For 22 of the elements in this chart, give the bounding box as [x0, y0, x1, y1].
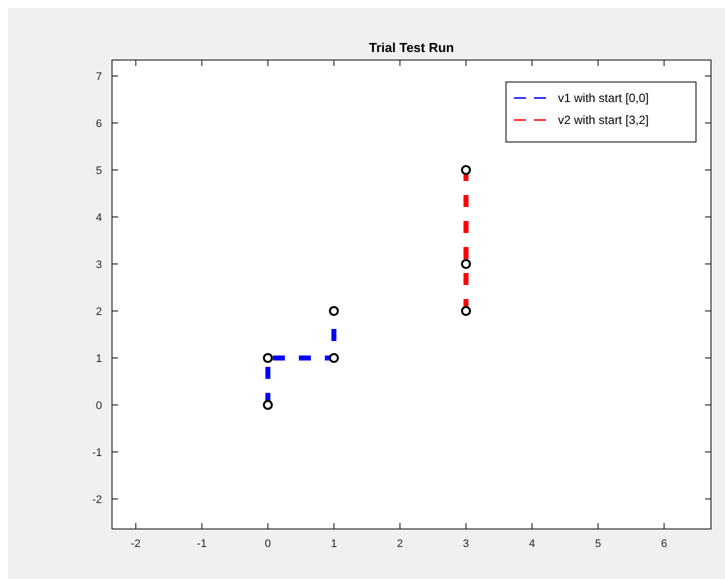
x-tick-label: -1 [196, 538, 207, 550]
x-tick-label: 6 [661, 538, 668, 550]
x-tick-label: 2 [396, 538, 404, 550]
x-tick-label: 0 [264, 538, 271, 550]
y-tick-label: 7 [96, 70, 102, 83]
y-tick-label: 0 [96, 400, 102, 412]
y-tick-label: 5 [96, 164, 102, 177]
x-tick-label: 3 [462, 538, 470, 550]
y-tick-label: 4 [96, 212, 102, 224]
y-tick-label: -2 [92, 494, 102, 506]
y-tick-label: 6 [96, 118, 102, 130]
legend-label: v1 with start [0,0] [558, 91, 649, 105]
x-tick-label: 5 [595, 538, 602, 550]
chart-title: Trial Test Run [369, 40, 454, 55]
x-tick-label: 1 [330, 538, 337, 550]
y-tick-label: 1 [96, 352, 102, 365]
legend-label: v2 with start [3,2] [558, 113, 649, 127]
x-tick-label: 4 [528, 538, 536, 550]
x-tick-label: -2 [130, 538, 141, 550]
y-tick-label: 2 [96, 306, 102, 318]
y-tick-label: 3 [96, 258, 102, 271]
y-tick-label: -1 [92, 446, 102, 459]
